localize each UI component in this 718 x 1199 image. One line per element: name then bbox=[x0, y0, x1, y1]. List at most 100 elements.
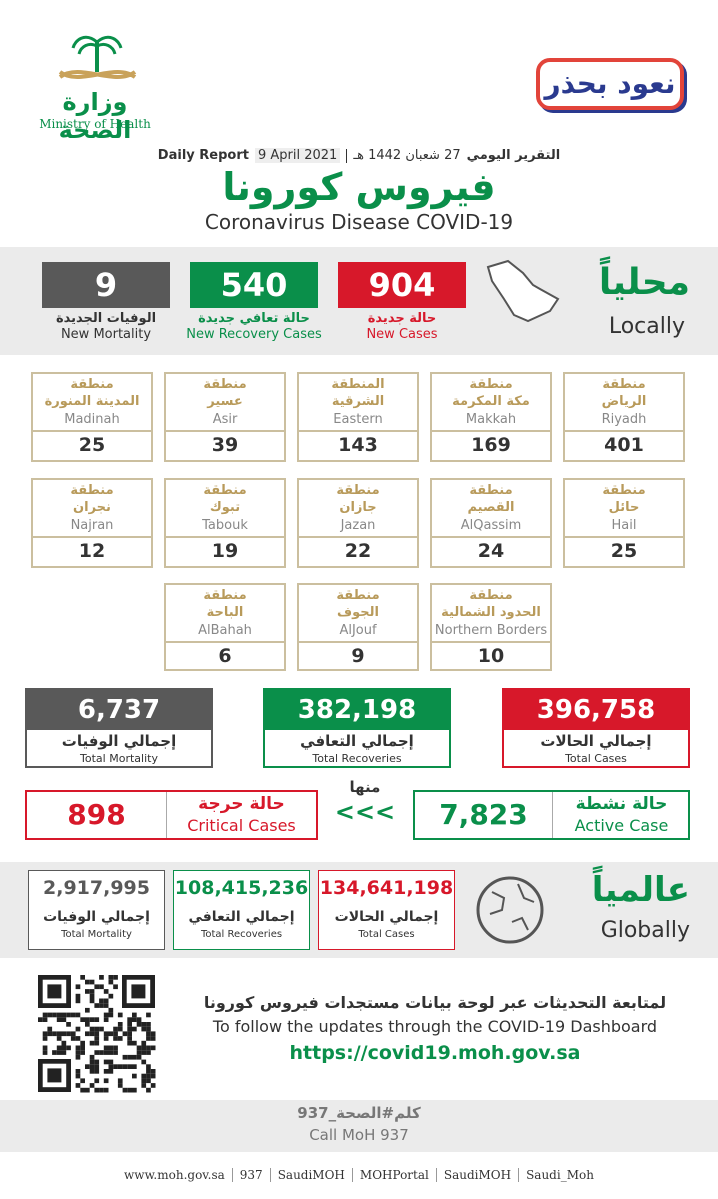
footer: www.moh.gov.sa 937 SaudiMOH MOHPortal SaudiM… bbox=[0, 1168, 718, 1182]
local-label-en: New Mortality bbox=[60, 327, 152, 342]
qr-module bbox=[42, 1012, 48, 1018]
qr-code bbox=[38, 975, 156, 1093]
qr-module bbox=[94, 1026, 100, 1032]
qr-module bbox=[75, 1069, 81, 1074]
qr-module bbox=[99, 984, 104, 990]
qr-module bbox=[75, 1045, 81, 1051]
qr-module bbox=[113, 1031, 118, 1037]
qr-module bbox=[127, 1087, 132, 1093]
local-label-ar: حالة تعافي جديدة bbox=[198, 311, 310, 326]
local-label-ar: حالة جديدة bbox=[367, 311, 437, 326]
qr-module bbox=[103, 1031, 109, 1037]
qr-module bbox=[146, 1036, 151, 1041]
qr-module bbox=[70, 1012, 76, 1018]
total-label-ar: إجمالي الحالات bbox=[540, 732, 652, 750]
region-name-en: Hail bbox=[611, 518, 637, 533]
qr-module bbox=[141, 1050, 147, 1055]
qr-module bbox=[150, 1036, 156, 1041]
qr-module bbox=[89, 1064, 95, 1069]
region-prefix: منطقة bbox=[602, 377, 646, 392]
qr-module bbox=[75, 1073, 81, 1079]
footer-link[interactable]: SaudiMOH bbox=[435, 1168, 518, 1182]
qr-module bbox=[75, 1026, 81, 1032]
qr-module bbox=[99, 1026, 104, 1032]
qr-module bbox=[136, 1022, 142, 1027]
qr-module bbox=[113, 1064, 118, 1069]
qr-module bbox=[127, 1040, 132, 1046]
qr-module bbox=[108, 1050, 114, 1055]
qr-module bbox=[94, 1064, 100, 1069]
qr-module bbox=[132, 1073, 137, 1079]
global-label-ar: إجمالي الحالات bbox=[334, 909, 439, 925]
region-name-en: Riyadh bbox=[601, 412, 647, 427]
region-prefix: المنطقة bbox=[331, 377, 385, 392]
qr-module bbox=[108, 1031, 114, 1037]
qr-module bbox=[127, 1036, 132, 1041]
qr-module bbox=[56, 1031, 62, 1037]
qr-module bbox=[94, 1031, 100, 1037]
qr-module bbox=[85, 1087, 90, 1093]
qr-module bbox=[75, 984, 81, 990]
qr-module bbox=[150, 1073, 156, 1079]
footer-link[interactable]: SaudiMOH bbox=[269, 1168, 352, 1182]
local-value: 540 bbox=[190, 262, 318, 308]
region-name-en: AlJouf bbox=[339, 623, 377, 638]
active-label-en: Active Case bbox=[574, 816, 669, 835]
map-icon bbox=[486, 259, 560, 323]
global-box: 134,641,198 إجمالي الحالات Total Cases bbox=[318, 870, 455, 950]
total-label-en: Total Cases bbox=[565, 752, 627, 765]
local-value: 9 bbox=[42, 262, 170, 308]
divider bbox=[565, 536, 683, 538]
qr-module bbox=[136, 1045, 142, 1051]
global-box: 2,917,995 إجمالي الوفيات Total Mortality bbox=[28, 870, 165, 950]
qr-module bbox=[122, 1031, 128, 1037]
qr-module bbox=[141, 1022, 147, 1027]
qr-module bbox=[150, 1069, 156, 1074]
region-prefix: منطقة bbox=[203, 377, 247, 392]
qr-module bbox=[113, 1045, 118, 1051]
qr-module bbox=[132, 1087, 137, 1093]
qr-module bbox=[70, 1036, 76, 1041]
footer-link[interactable]: www.moh.gov.sa bbox=[124, 1168, 225, 1182]
region-box: منطقة الرياض Riyadh 401 bbox=[563, 372, 685, 462]
qr-module bbox=[141, 1073, 147, 1079]
region-value: 9 bbox=[351, 645, 365, 667]
qr-module bbox=[136, 1054, 142, 1060]
region-name-en: Madinah bbox=[64, 412, 120, 427]
divider bbox=[33, 536, 151, 538]
region-name-ar: المدينة المنورة bbox=[44, 394, 140, 409]
region-name-en: Northern Borders bbox=[434, 623, 548, 638]
footer-link[interactable]: 937 bbox=[231, 1168, 270, 1182]
divider bbox=[33, 430, 151, 432]
qr-module bbox=[56, 1012, 62, 1018]
qr-module bbox=[108, 1069, 114, 1074]
qr-module bbox=[146, 1026, 151, 1032]
divider bbox=[299, 641, 417, 643]
qr-module bbox=[103, 1003, 109, 1008]
qr-module bbox=[99, 1087, 104, 1093]
qr-module bbox=[108, 1059, 114, 1065]
footer-link[interactable]: Saudi_Moh bbox=[518, 1168, 601, 1182]
region-value: 401 bbox=[604, 434, 644, 456]
total-value: 382,198 bbox=[265, 690, 449, 730]
qr-module bbox=[108, 975, 114, 980]
qr-module bbox=[150, 1045, 156, 1051]
region-name-ar: حائل bbox=[608, 500, 640, 515]
date-gregorian: 9 April 2021 bbox=[254, 148, 341, 163]
qr-module bbox=[61, 1045, 67, 1051]
region-prefix: منطقة bbox=[602, 483, 646, 498]
region-prefix: منطقة bbox=[469, 483, 513, 498]
qr-module bbox=[42, 1036, 48, 1041]
qr-module bbox=[89, 998, 95, 1004]
qr-module bbox=[122, 1087, 128, 1093]
region-prefix: منطقة bbox=[469, 588, 513, 603]
qr-module bbox=[146, 1087, 151, 1093]
dashboard-url[interactable]: https://covid19.moh.gov.sa bbox=[289, 1042, 581, 1064]
footer-link[interactable]: MOHPortal bbox=[351, 1168, 436, 1182]
region-name-en: Jazan bbox=[340, 518, 376, 533]
ministry-ar: وزارة الصحة bbox=[58, 88, 132, 144]
qr-module bbox=[52, 1012, 57, 1018]
qr-module bbox=[47, 1068, 62, 1083]
qr-module bbox=[108, 993, 114, 999]
dashboard-ar: لمتابعة التحديثات عبر لوحة بيانات مستجدا… bbox=[203, 993, 667, 1012]
